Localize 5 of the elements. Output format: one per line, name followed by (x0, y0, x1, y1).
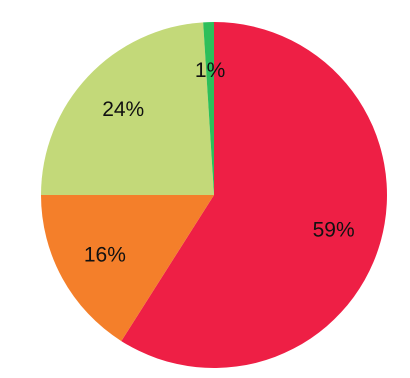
data-label: 1% (194, 59, 226, 82)
data-label: 16% (84, 244, 126, 267)
data-label: 59% (312, 218, 355, 242)
pie-slice (41, 195, 214, 342)
data-label: 24% (102, 98, 144, 122)
